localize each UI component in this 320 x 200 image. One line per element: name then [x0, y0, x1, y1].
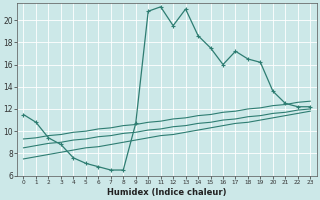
X-axis label: Humidex (Indice chaleur): Humidex (Indice chaleur)	[107, 188, 227, 197]
